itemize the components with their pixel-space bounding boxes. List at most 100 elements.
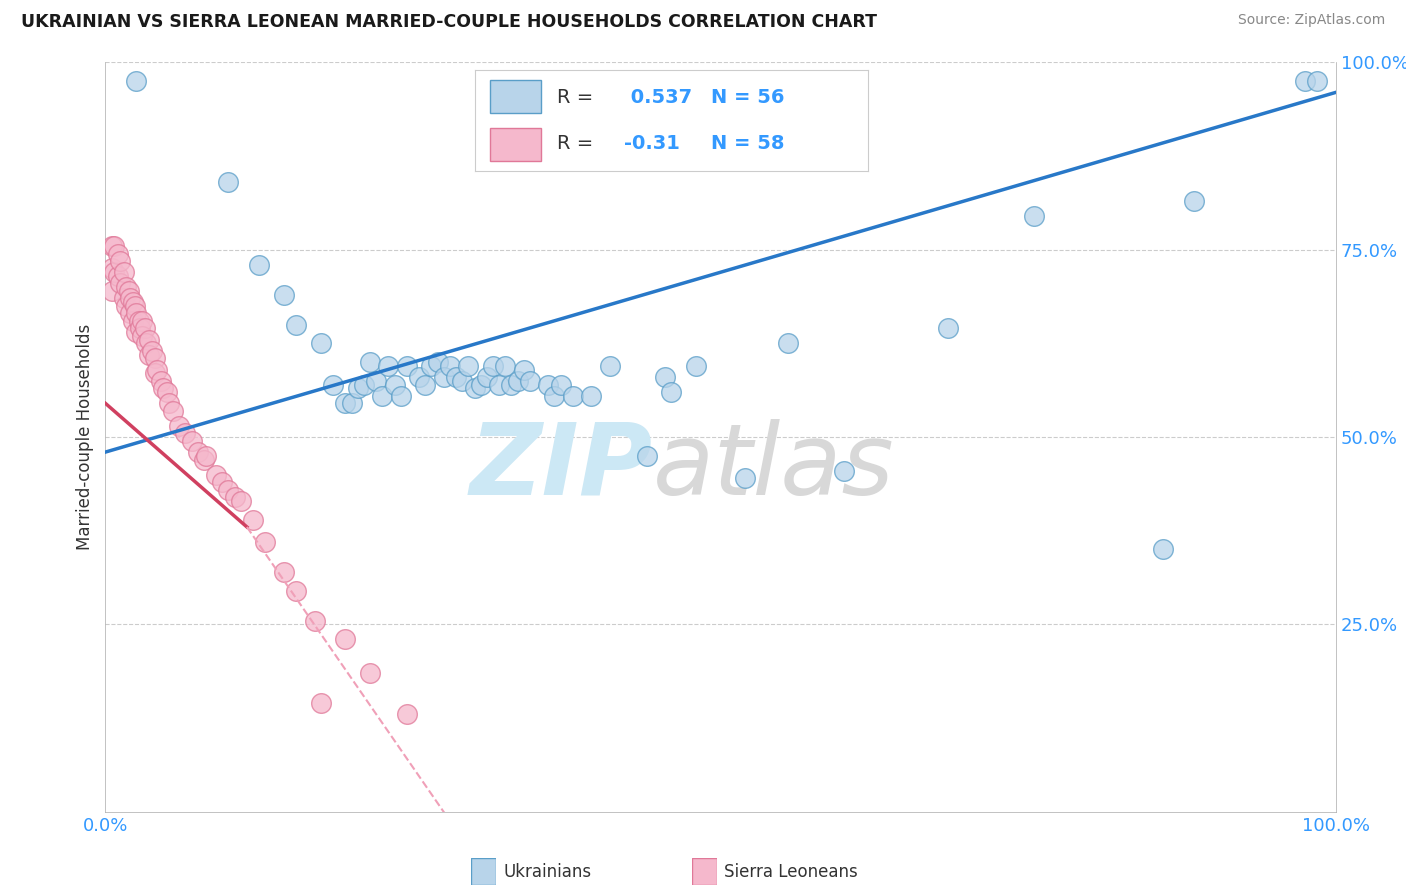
Point [1306,74,1329,88]
Point [832,464,855,478]
Point [112,265,135,279]
Point [205,467,228,482]
Point [433,370,456,384]
Point [141,343,163,358]
Point [124,299,146,313]
Point [174,426,197,441]
Point [110,254,132,268]
Point [285,318,308,332]
Text: Sierra Leoneans: Sierra Leoneans [724,863,858,881]
Text: Ukrainians: Ukrainians [503,863,592,881]
Text: Source: ZipAtlas.com: Source: ZipAtlas.com [1237,13,1385,28]
Point [156,385,179,400]
Point [309,336,332,351]
Point [457,359,479,373]
Point [138,333,160,347]
Point [131,314,153,328]
Point [285,583,308,598]
Point [115,299,138,313]
Point [273,565,295,579]
Point [661,385,683,400]
Point [120,306,141,320]
Point [159,396,180,410]
Point [537,377,560,392]
Point [501,377,523,392]
Point [562,389,585,403]
Point [125,325,148,339]
Point [335,632,357,647]
Point [242,512,264,526]
Point [162,404,184,418]
Point [734,471,756,485]
Point [685,359,707,373]
Point [426,355,449,369]
Point [1182,194,1205,208]
Text: atlas: atlas [652,418,894,516]
Point [125,74,148,88]
Point [519,374,541,388]
Point [1294,74,1316,88]
Point [470,377,492,392]
Point [494,359,516,373]
Point [513,362,536,376]
Point [273,287,295,301]
Point [359,355,381,369]
Point [103,265,125,279]
Point [146,362,169,376]
Point [152,381,174,395]
Point [115,280,138,294]
Point [100,239,122,253]
Point [128,314,150,328]
Point [543,389,565,403]
Point [395,707,418,722]
Point [1153,542,1175,557]
Point [125,306,148,320]
Point [389,389,412,403]
Point [936,321,959,335]
Point [193,452,215,467]
Point [778,336,800,351]
Point [366,374,388,388]
Point [229,493,252,508]
Point [371,389,394,403]
Point [143,367,166,381]
Point [439,359,461,373]
Point [118,284,141,298]
Text: UKRAINIAN VS SIERRA LEONEAN MARRIED-COUPLE HOUSEHOLDS CORRELATION CHART: UKRAINIAN VS SIERRA LEONEAN MARRIED-COUP… [21,13,877,31]
Point [135,336,157,351]
Point [180,434,202,448]
Point [413,377,436,392]
Point [107,268,129,283]
Point [100,284,122,298]
Point [408,370,430,384]
Point [340,396,363,410]
Point [506,374,529,388]
Point [143,351,166,366]
Point [451,374,474,388]
Point [444,370,467,384]
Point [309,696,332,710]
Point [254,535,277,549]
Point [636,449,658,463]
Point [247,258,270,272]
Point [304,614,326,628]
Point [599,359,621,373]
Point [488,377,510,392]
Point [335,396,357,410]
Point [420,359,443,373]
Point [384,377,406,392]
Point [107,246,129,260]
Point [377,359,399,373]
Point [121,295,143,310]
Point [100,261,122,276]
Point [103,239,125,253]
Point [121,314,143,328]
Point [353,377,375,392]
Text: ZIP: ZIP [470,418,652,516]
Point [187,445,209,459]
Point [654,370,676,384]
Point [550,377,572,392]
Point [112,292,135,306]
Point [195,449,218,463]
Point [129,321,152,335]
